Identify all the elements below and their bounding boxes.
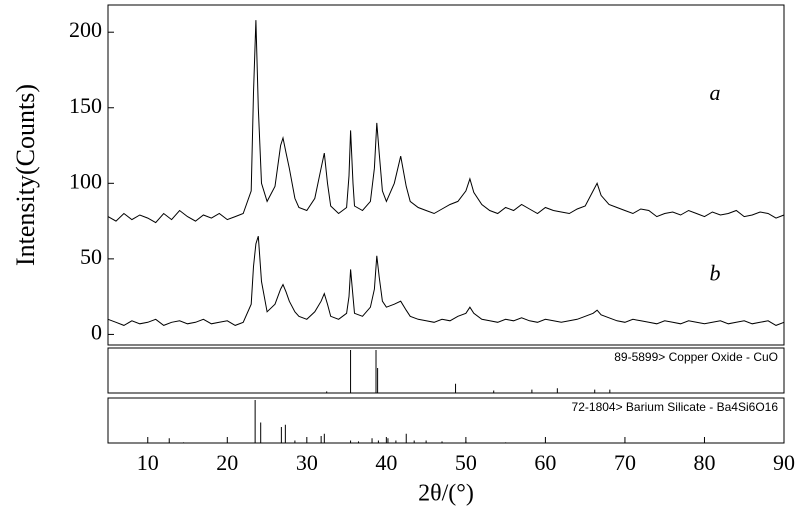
- series-label: b: [710, 260, 721, 285]
- x-tick-label: 20: [216, 450, 238, 475]
- y-axis-label: Intensity(Counts): [11, 84, 40, 266]
- x-tick-label: 30: [296, 450, 318, 475]
- plot-frame: [107, 397, 785, 444]
- x-tick-label: 90: [773, 450, 795, 475]
- y-tick-label: 150: [69, 93, 102, 118]
- y-tick-label: 100: [69, 168, 102, 193]
- plot-frame: [107, 347, 785, 394]
- panel-label: 72-1804> Barium Silicate - Ba4Si6O16: [572, 400, 779, 414]
- y-tick-label: 50: [80, 244, 102, 269]
- x-tick-label: 40: [375, 450, 397, 475]
- x-tick-label: 80: [693, 450, 715, 475]
- x-tick-label: 10: [137, 450, 159, 475]
- spectrum-line: [107, 236, 785, 326]
- panel-label: 89-5899> Copper Oxide - CuO: [614, 350, 778, 364]
- plot-frame: [107, 4, 785, 346]
- y-tick-label: 0: [91, 319, 102, 344]
- x-tick-label: 70: [614, 450, 636, 475]
- series-label: a: [710, 80, 721, 105]
- x-tick-label: 50: [455, 450, 477, 475]
- spectrum-line: [107, 20, 785, 224]
- x-tick-label: 60: [534, 450, 556, 475]
- x-axis-label: 2θ/(°): [418, 481, 474, 507]
- y-tick-label: 200: [69, 17, 102, 42]
